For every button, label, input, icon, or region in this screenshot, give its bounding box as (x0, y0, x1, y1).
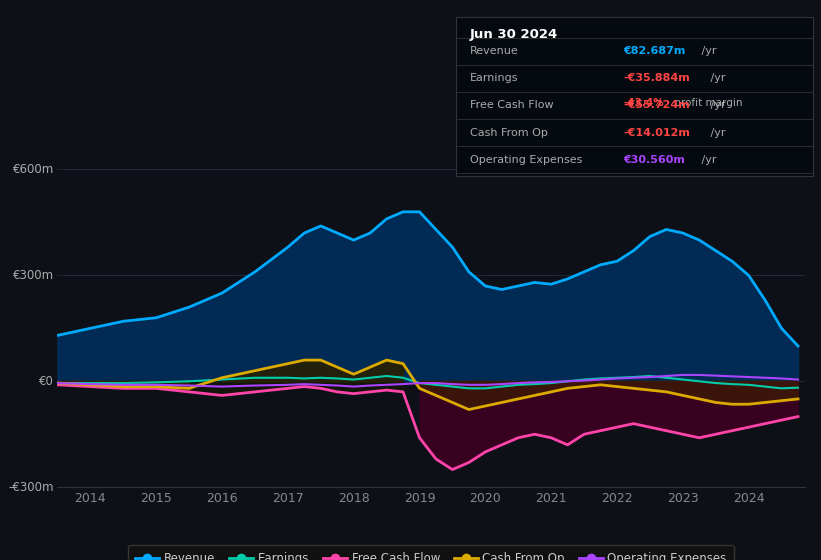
Text: Revenue: Revenue (470, 46, 519, 56)
Text: /yr: /yr (707, 128, 726, 138)
Legend: Revenue, Earnings, Free Cash Flow, Cash From Op, Operating Expenses: Revenue, Earnings, Free Cash Flow, Cash … (128, 545, 734, 560)
Text: Cash From Op: Cash From Op (470, 128, 548, 138)
Text: Free Cash Flow: Free Cash Flow (470, 100, 553, 110)
Text: Operating Expenses: Operating Expenses (470, 155, 582, 165)
Text: €300m: €300m (12, 269, 53, 282)
Text: -€14.012m: -€14.012m (623, 128, 690, 138)
Text: €30.560m: €30.560m (623, 155, 686, 165)
Text: -€35.884m: -€35.884m (623, 73, 690, 83)
Text: €82.687m: €82.687m (623, 46, 686, 56)
Text: Jun 30 2024: Jun 30 2024 (470, 28, 558, 41)
Text: -€300m: -€300m (8, 480, 53, 494)
Text: Earnings: Earnings (470, 73, 518, 83)
Text: -43.4%: -43.4% (623, 98, 664, 108)
Text: €0: €0 (39, 375, 53, 388)
Text: /yr: /yr (707, 73, 726, 83)
Text: /yr: /yr (698, 155, 716, 165)
Text: €600m: €600m (12, 163, 53, 176)
Text: profit margin: profit margin (671, 98, 742, 108)
Text: -€55.724m: -€55.724m (623, 100, 690, 110)
Text: /yr: /yr (707, 100, 726, 110)
Text: /yr: /yr (698, 46, 716, 56)
